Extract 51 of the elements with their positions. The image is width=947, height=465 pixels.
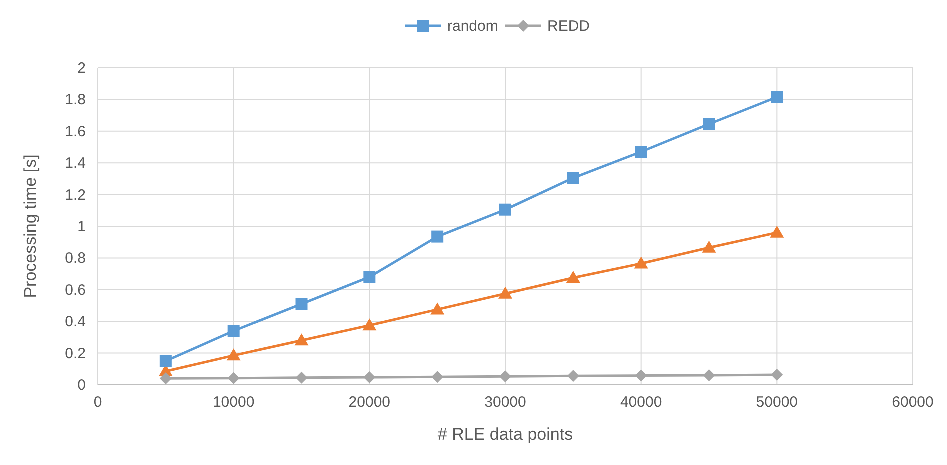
x-tick-label: 10000 [212, 394, 255, 411]
point [703, 369, 716, 382]
x-tick-label: 50000 [756, 394, 798, 411]
point [432, 230, 444, 243]
point [566, 271, 580, 284]
x-tick-label: 0 [94, 394, 102, 411]
y-tick-label: 1.6 [65, 123, 86, 140]
point [430, 302, 445, 315]
y-tick-label: 0.2 [65, 345, 86, 362]
point [228, 325, 240, 338]
point [364, 271, 376, 284]
x-tick-label: 30000 [484, 394, 526, 411]
y-tick-label: 1.2 [65, 186, 86, 204]
y-tick-label: 0.6 [65, 282, 86, 299]
point [500, 370, 512, 383]
point [296, 298, 308, 310]
point [635, 146, 648, 158]
point [498, 286, 512, 299]
y-tick-label: 0 [78, 377, 86, 394]
point [567, 172, 580, 184]
y-tick-label: 0.4 [65, 314, 86, 331]
point [770, 226, 784, 238]
point [432, 371, 444, 384]
point [228, 372, 240, 384]
legend-label: REDD [548, 18, 590, 35]
point [362, 318, 377, 331]
x-tick-label: 20000 [348, 394, 391, 411]
point [294, 334, 309, 346]
y-tick-label: 2 [78, 60, 86, 77]
y-tick-label: 0.8 [65, 250, 86, 268]
y-tick-label: 1.8 [65, 92, 86, 109]
y-tick-label: 1 [78, 218, 86, 236]
point [771, 369, 784, 382]
x-axis-title: # RLE data points [438, 425, 574, 444]
x-tick-label: 60000 [892, 394, 934, 411]
point [296, 372, 308, 384]
y-axis-title: Processing time [s] [21, 154, 40, 298]
point [500, 204, 512, 216]
point [567, 370, 580, 382]
point [703, 118, 716, 130]
point [226, 348, 241, 361]
legend-label: random [448, 18, 498, 35]
y-tick-label: 1.4 [65, 155, 86, 172]
point [160, 372, 172, 385]
point [634, 256, 648, 269]
point [364, 372, 376, 384]
point [635, 370, 648, 382]
point [160, 355, 172, 368]
x-tick-label: 40000 [620, 394, 662, 411]
point [771, 91, 784, 104]
point [702, 240, 716, 253]
